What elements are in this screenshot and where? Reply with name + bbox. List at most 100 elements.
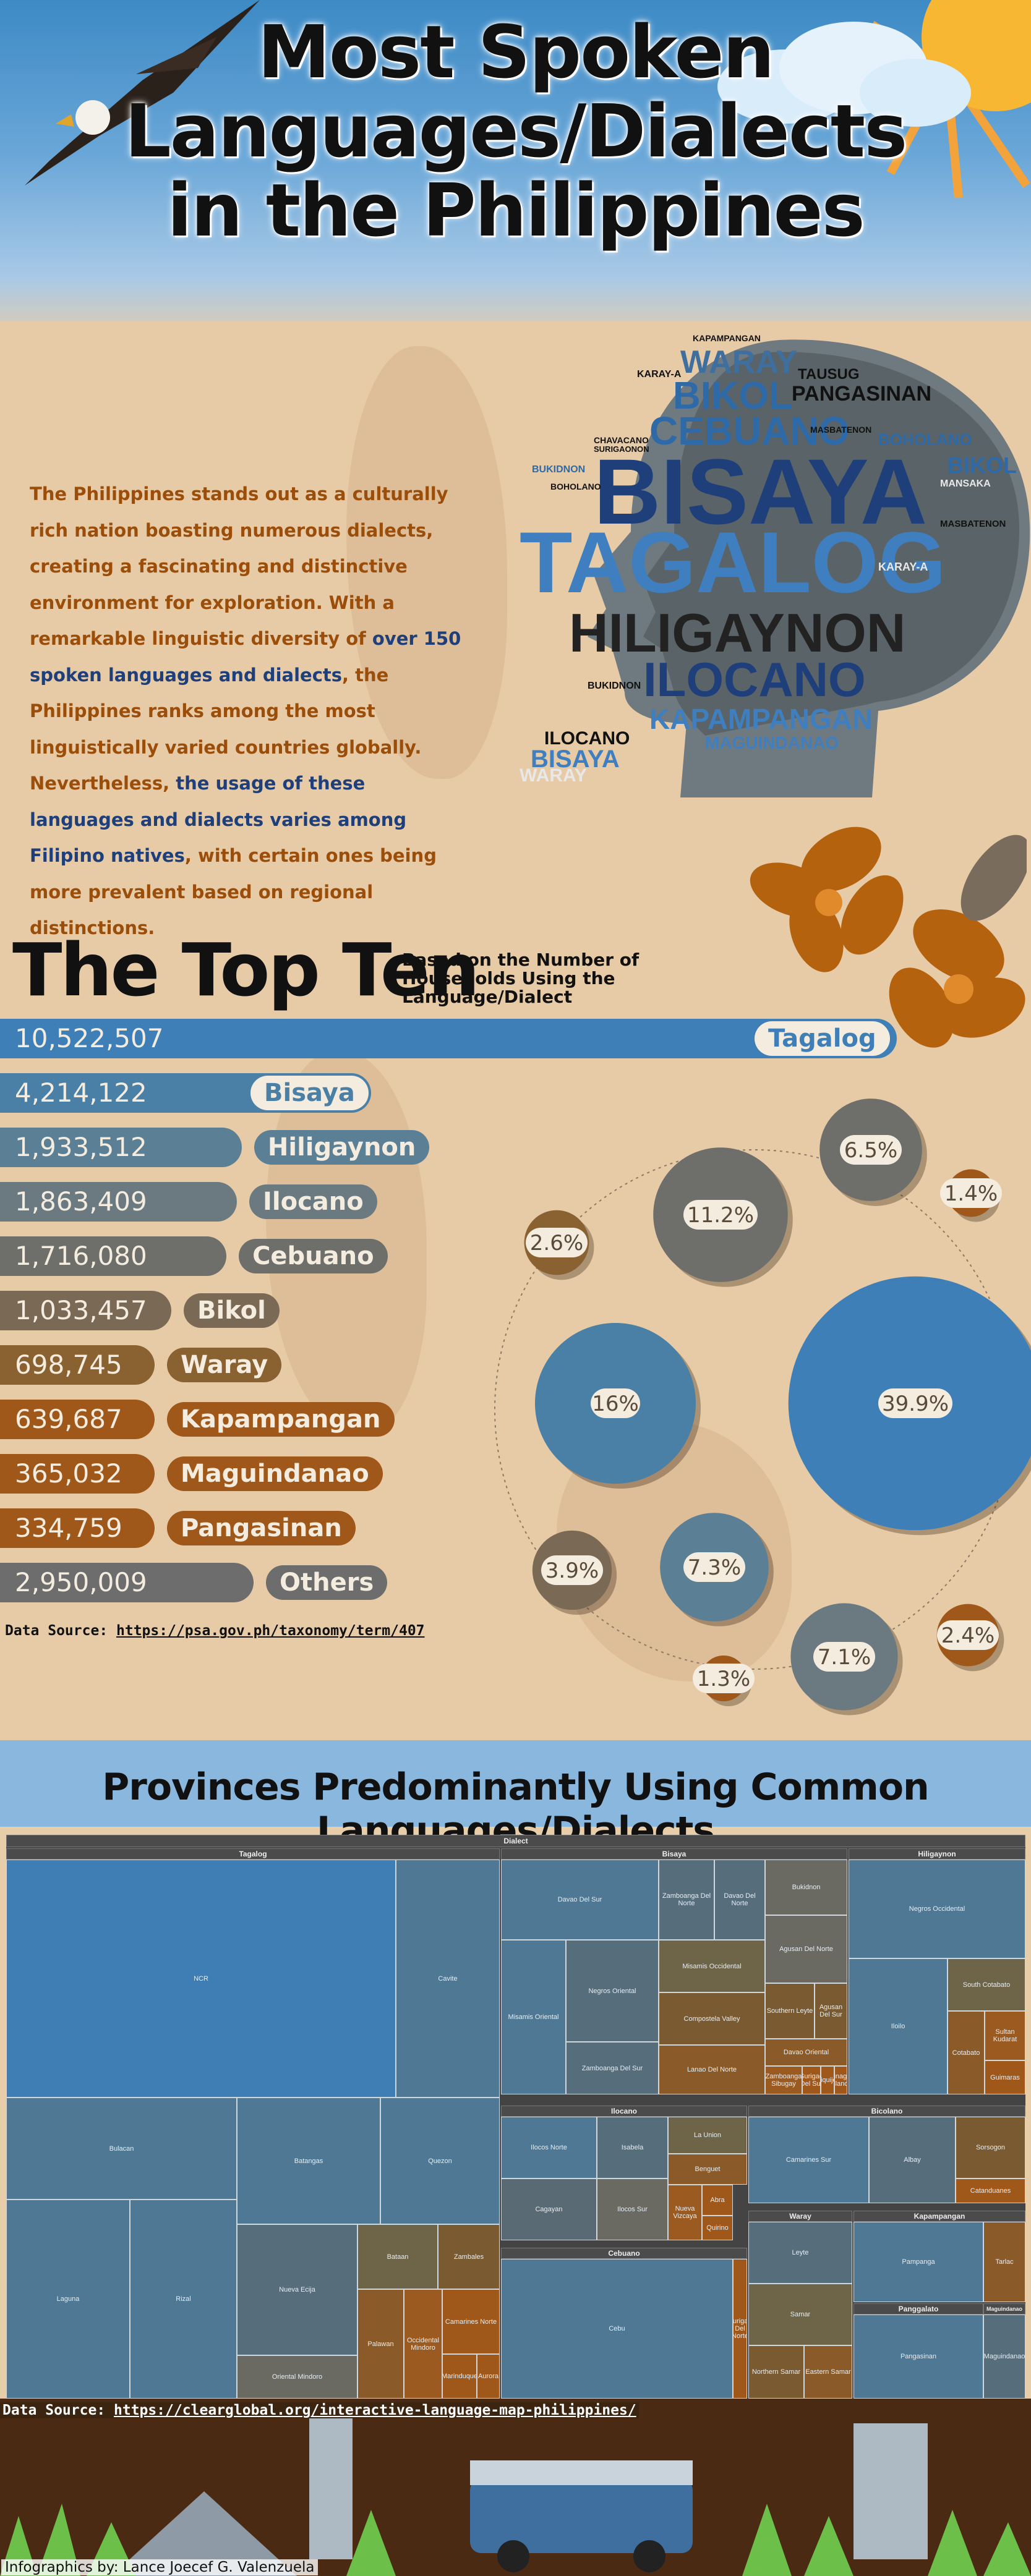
group-cebuano: Cebuano bbox=[501, 2248, 747, 2259]
intro-paragraph: The Philippines stands out as a cultural… bbox=[30, 483, 461, 938]
cell-ilocos-sur[interactable]: Ilocos Sur bbox=[597, 2179, 668, 2240]
cell-bataan[interactable]: Bataan bbox=[357, 2224, 438, 2289]
cell-sultan-kudarat[interactable]: Sultan Kudarat bbox=[985, 2011, 1025, 2060]
bubble-label: 1.4% bbox=[944, 1181, 998, 1206]
cell-ilocos-norte[interactable]: Ilocos Norte bbox=[501, 2117, 597, 2179]
cell-bulacan[interactable]: Bulacan bbox=[6, 2098, 237, 2200]
cell-surigao-norte[interactable]: Surigao Del Norte bbox=[733, 2259, 747, 2399]
cell-misamis-occidental[interactable]: Misamis Occidental bbox=[659, 1940, 765, 1992]
bubble: 2.6% bbox=[524, 1210, 594, 1280]
cell-catanduanes[interactable]: Catanduanes bbox=[956, 2179, 1025, 2203]
cell-nueva-ecija[interactable]: Nueva Ecija bbox=[237, 2224, 357, 2355]
head-silhouette bbox=[588, 339, 1030, 797]
provinces-band bbox=[0, 1740, 1031, 1827]
cell-negros-oriental[interactable]: Negros Oriental bbox=[566, 1940, 659, 2042]
cell-zamboanga-sur[interactable]: Zamboanga Del Sur bbox=[566, 2042, 659, 2094]
cell-southern-leyte[interactable]: Southern Leyte bbox=[765, 1983, 815, 2039]
cell-marinduque[interactable]: Marinduque bbox=[442, 2354, 477, 2399]
cell-davao-oriental[interactable]: Davao Oriental bbox=[765, 2039, 847, 2066]
bar-maguindanao bbox=[0, 1454, 155, 1494]
cell-camarines-norte[interactable]: Camarines Norte bbox=[442, 2289, 500, 2354]
cell-zamboanga-sibugay[interactable]: Zamboanga Sibugay bbox=[765, 2066, 802, 2094]
wc-word: TAGALOG bbox=[520, 514, 946, 611]
top-ten-subtitle: Based on the Number of Households Using … bbox=[402, 950, 640, 1007]
bar-category-label: Bisaya bbox=[250, 1076, 369, 1110]
cell-quirino[interactable]: Quirino bbox=[702, 2216, 733, 2240]
cell-ncr[interactable]: NCR bbox=[6, 1860, 396, 2098]
bar-ilocano bbox=[0, 1182, 237, 1222]
cell-iloilo[interactable]: Iloilo bbox=[849, 1958, 948, 2094]
cell-davao-del-sur[interactable]: Davao Del Sur bbox=[501, 1860, 659, 1940]
cell-cotabato[interactable]: Cotabato bbox=[948, 2011, 985, 2094]
bar-chart: 10,522,507 Tagalog 4,214,122 Bisaya 1,933,51… bbox=[0, 1019, 928, 1612]
cell-oriental-mindoro[interactable]: Oriental Mindoro bbox=[237, 2355, 357, 2399]
landmark-scene bbox=[0, 2411, 1031, 2576]
wc-word: BIKOL bbox=[948, 453, 1017, 478]
cell-isabela[interactable]: Isabela bbox=[597, 2117, 668, 2179]
bar-value-label: 1,863,409 bbox=[15, 1186, 147, 1217]
cell-la-union[interactable]: La Union bbox=[668, 2117, 747, 2154]
cell-eastern-samar[interactable]: Eastern Samar bbox=[804, 2345, 852, 2399]
bar-value-label: 2,950,009 bbox=[15, 1567, 147, 1597]
cell-nueva-vizcaya[interactable]: Nueva Vizcaya bbox=[668, 2185, 702, 2240]
cell-zamboanga-norte[interactable]: Zamboanga Del Norte bbox=[659, 1860, 714, 1940]
provinces-source-link[interactable]: https://clearglobal.org/interactive-lang… bbox=[114, 2402, 636, 2418]
cell-albay[interactable]: Albay bbox=[869, 2117, 956, 2203]
cell-benguet[interactable]: Benguet bbox=[668, 2154, 747, 2185]
cell-agusan-sur[interactable]: Agusan Del Sur bbox=[815, 1983, 847, 2039]
group-kapampangan: Kapampangan bbox=[853, 2211, 1025, 2222]
cell-quezon[interactable]: Quezon bbox=[380, 2098, 500, 2224]
cell-south-cotabato[interactable]: South Cotabato bbox=[948, 1958, 1025, 2011]
cell-cebu[interactable]: Cebu bbox=[501, 2259, 733, 2399]
cell-maguindanao[interactable]: Maguindanao bbox=[983, 2315, 1025, 2399]
cell-sorsogon[interactable]: Sorsogon bbox=[956, 2117, 1025, 2179]
group-hiligaynon: Hiligaynon bbox=[849, 1848, 1025, 1860]
cell-occ-mindoro[interactable]: Occidental Mindoro bbox=[404, 2289, 442, 2399]
province-treemap: Dialect Tagalog NCR Cavite Bulacan Batan… bbox=[6, 1835, 1025, 2399]
cell-laguna[interactable]: Laguna bbox=[6, 2200, 130, 2399]
cell-bukidnon[interactable]: Bukidnon bbox=[765, 1860, 847, 1915]
group-tagalog: Tagalog bbox=[6, 1848, 500, 1860]
group-ilocano: Ilocano bbox=[501, 2106, 747, 2117]
cell-camarines-sur[interactable]: Camarines Sur bbox=[748, 2117, 869, 2203]
group-maguindanao: Maguindanao bbox=[983, 2303, 1025, 2315]
cell-misamis-oriental[interactable]: Misamis Oriental bbox=[501, 1940, 566, 2094]
cell-batangas[interactable]: Batangas bbox=[237, 2098, 380, 2224]
cell-siquijor[interactable]: Siquijor bbox=[821, 2066, 834, 2094]
cell-compostela[interactable]: Compostela Valley bbox=[659, 1992, 765, 2045]
cell-samar[interactable]: Samar bbox=[748, 2284, 852, 2345]
bar-cebuano bbox=[0, 1236, 227, 1276]
bubble-label: 3.9% bbox=[545, 1558, 599, 1583]
cell-cavite[interactable]: Cavite bbox=[396, 1860, 500, 2098]
group-bicolano: Bicolano bbox=[748, 2106, 1025, 2117]
cell-leyte[interactable]: Leyte bbox=[748, 2222, 852, 2284]
cell-tarlac[interactable]: Tarlac bbox=[983, 2222, 1025, 2302]
cell-rizal[interactable]: Rizal bbox=[130, 2200, 237, 2399]
wc-word: KAPAMPANGAN bbox=[693, 333, 761, 343]
cell-davao-norte[interactable]: Davao Del Norte bbox=[714, 1860, 765, 1940]
cloud-icon bbox=[717, 22, 971, 127]
wc-word: CEBUANO bbox=[649, 409, 850, 453]
bubble-chart: 39.9% 16% 11.2% 7.3% 7.1% 6.5% 3.9% 2.6% 2.4% 1.4… bbox=[494, 1099, 1031, 1715]
cell-surigao-sur[interactable]: Surigao Del Sur bbox=[802, 2066, 821, 2094]
cell-zambales[interactable]: Zambales bbox=[438, 2224, 500, 2289]
cell-negros-occidental[interactable]: Negros Occidental bbox=[849, 1860, 1025, 1958]
title-line-2: Languages/Dialects bbox=[124, 88, 908, 174]
cell-northern-samar[interactable]: Northern Samar bbox=[748, 2345, 804, 2399]
cell-pangasinan[interactable]: Pangasinan bbox=[853, 2315, 983, 2399]
bubble-label: 39.9% bbox=[882, 1392, 949, 1416]
cell-agusan-norte[interactable]: Agusan Del Norte bbox=[765, 1915, 847, 1983]
cell-cagayan[interactable]: Cagayan bbox=[501, 2179, 597, 2240]
cell-dinagat[interactable]: Dinagat Islands bbox=[834, 2066, 847, 2094]
wc-word: KARAY-A bbox=[878, 561, 928, 573]
cell-aurora[interactable]: Aurora bbox=[477, 2354, 500, 2399]
cell-palawan[interactable]: Palawan bbox=[357, 2289, 404, 2399]
source-link[interactable]: https://psa.gov.ph/taxonomy/term/407 bbox=[116, 1623, 425, 1639]
cell-pampanga[interactable]: Pampanga bbox=[853, 2222, 983, 2302]
cell-guimaras[interactable]: Guimaras bbox=[985, 2060, 1025, 2094]
word-cloud: WARAY BIKOL PANGASINAN TAUSUG CEBUANO BO… bbox=[507, 334, 1027, 791]
bar-value-label: 10,522,507 bbox=[15, 1023, 164, 1053]
cell-abra[interactable]: Abra bbox=[702, 2185, 733, 2216]
bubble-label: 7.3% bbox=[688, 1555, 741, 1580]
cell-lanao-norte[interactable]: Lanao Del Norte bbox=[659, 2045, 765, 2094]
